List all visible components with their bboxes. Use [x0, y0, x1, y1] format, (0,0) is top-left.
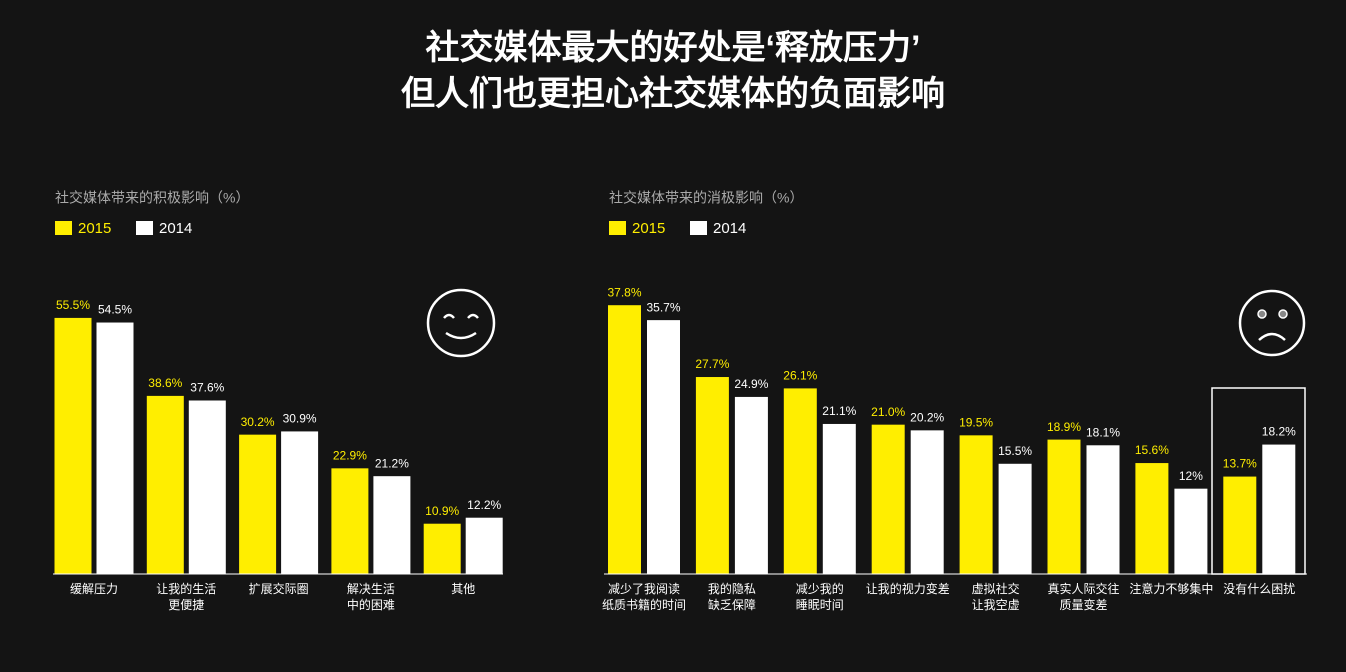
bar: [281, 431, 319, 574]
bar: [959, 435, 993, 574]
legend-swatch: [690, 221, 707, 235]
value-label: 55.5%: [56, 298, 90, 312]
legend-label: 2015: [78, 220, 111, 237]
x-tick-label: 缓解压力: [70, 582, 118, 596]
bar: [1174, 488, 1208, 574]
value-label: 12%: [1179, 469, 1203, 483]
x-tick-label: 质量变差: [1059, 597, 1107, 612]
bar: [998, 463, 1032, 574]
bar: [1047, 439, 1081, 574]
title-line: 但人们也更担心社交媒体的负面影响: [401, 74, 945, 113]
value-label: 35.7%: [646, 300, 680, 314]
x-tick-label: 注意力不够集中: [1129, 581, 1213, 596]
x-tick-label: 虚拟社交: [972, 581, 1020, 596]
title-line: 社交媒体最大的好处是‘释放压力’: [426, 28, 921, 67]
value-label: 20.2%: [910, 411, 944, 425]
bar: [647, 320, 680, 574]
bar: [373, 476, 411, 574]
value-label: 18.2%: [1262, 425, 1296, 439]
value-label: 24.9%: [734, 377, 768, 391]
bar: [910, 430, 944, 574]
value-label: 27.7%: [695, 357, 729, 371]
bar: [695, 377, 729, 574]
legend-label: 2014: [159, 220, 192, 237]
value-label: 12.2%: [467, 498, 501, 512]
x-tick-label: 扩展交际圈: [249, 581, 309, 596]
x-tick-label: 我的隐私: [708, 581, 756, 596]
x-tick-label: 缺乏保障: [708, 597, 756, 612]
chart-subtitle: 社交媒体带来的消极影响（%）: [609, 190, 803, 206]
bar: [1223, 476, 1257, 574]
x-tick-label: 减少我的: [796, 581, 844, 596]
bar: [239, 434, 277, 574]
sad-icon: [1238, 289, 1306, 357]
bar: [54, 317, 92, 574]
legend-swatch: [55, 221, 72, 235]
value-label: 54.5%: [98, 303, 132, 317]
value-label: 21.2%: [375, 456, 409, 470]
value-label: 22.9%: [333, 449, 367, 463]
bar: [734, 396, 768, 574]
x-tick-label: 没有什么困扰: [1223, 581, 1295, 596]
x-tick-label: 真实人际交往: [1047, 581, 1119, 596]
bar: [423, 523, 461, 574]
value-label: 21.0%: [871, 405, 905, 419]
legend-label: 2014: [713, 220, 746, 237]
bar: [822, 423, 856, 574]
x-tick-label: 中的困难: [347, 597, 395, 612]
value-label: 18.1%: [1086, 425, 1120, 439]
bar: [871, 424, 905, 574]
value-label: 18.9%: [1047, 420, 1081, 434]
x-tick-label: 其他: [451, 582, 475, 596]
chart-subtitle: 社交媒体带来的积极影响（%）: [55, 190, 249, 206]
bar: [1262, 444, 1296, 574]
value-label: 13.7%: [1223, 457, 1257, 471]
value-label: 38.6%: [148, 376, 182, 390]
bar: [1086, 445, 1120, 574]
bar: [1135, 463, 1169, 574]
x-tick-label: 让我的视力变差: [866, 581, 950, 596]
value-label: 30.9%: [283, 412, 317, 426]
bar: [465, 517, 503, 574]
bar: [188, 400, 226, 574]
x-tick-label: 让我空虚: [972, 598, 1020, 612]
value-label: 15.6%: [1135, 443, 1169, 457]
value-label: 37.6%: [190, 381, 224, 395]
value-label: 26.1%: [783, 369, 817, 383]
bar: [331, 468, 369, 574]
x-tick-label: 减少了我阅读: [608, 582, 680, 596]
value-label: 30.2%: [241, 415, 275, 429]
smiley-icon: [426, 288, 496, 358]
bar: [96, 322, 134, 574]
x-tick-label: 解决生活: [347, 582, 395, 596]
value-label: 21.1%: [822, 404, 856, 418]
x-tick-label: 纸质书籍的时间: [602, 597, 686, 612]
value-label: 37.8%: [607, 285, 641, 299]
value-label: 15.5%: [998, 444, 1032, 458]
legend-label: 2015: [632, 220, 665, 237]
x-tick-label: 让我的生活: [156, 581, 216, 596]
x-tick-label: 更便捷: [168, 598, 204, 612]
legend-swatch: [609, 221, 626, 235]
value-label: 10.9%: [425, 504, 459, 518]
legend-swatch: [136, 221, 153, 235]
bar: [608, 305, 641, 574]
x-tick-label: 睡眠时间: [796, 598, 844, 612]
bar: [146, 395, 184, 574]
value-label: 19.5%: [959, 416, 993, 430]
bar: [783, 388, 817, 574]
